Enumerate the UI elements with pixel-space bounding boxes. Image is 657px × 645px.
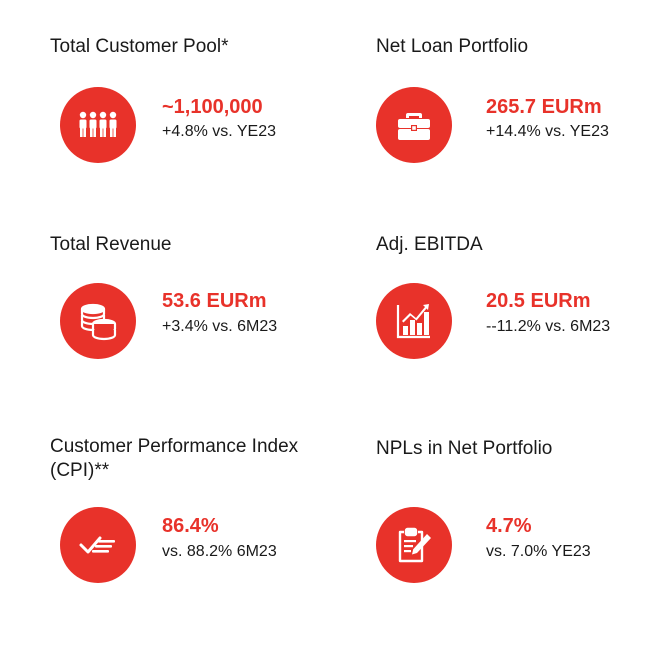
kpi-total-revenue: Total Revenue 53.6 EURm +3.4% vs. 6M23 [50, 233, 350, 403]
kpi-title: Total Customer Pool* [50, 36, 229, 57]
kpi-value: ~1,100,000 [162, 96, 263, 118]
kpi-title: NPLs in Net Portfolio [376, 438, 553, 459]
kpi-title: Adj. EBITDA [376, 234, 483, 255]
bar-chart-icon [376, 283, 452, 359]
kpi-change: --11.2% vs. 6M23 [486, 318, 611, 335]
kpi-change: +14.4% vs. YE23 [486, 123, 609, 140]
kpi-net-loan-portfolio: Net Loan Portfolio 265.7 EURm +14.4% vs.… [376, 35, 657, 205]
kpi-value: 53.6 EURm [162, 290, 267, 312]
kpi-change: vs. 7.0% YE23 [486, 543, 591, 560]
briefcase-icon [376, 87, 452, 163]
kpi-customer-performance-index: Customer Performance Index (CPI)** 86.4%… [50, 435, 350, 605]
kpi-change: +3.4% vs. 6M23 [162, 318, 278, 335]
kpi-title: Net Loan Portfolio [376, 36, 529, 57]
kpi-value: 20.5 EURm [486, 290, 591, 312]
coins-icon [60, 283, 136, 359]
kpi-value: 4.7% [486, 515, 532, 537]
kpi-value: 86.4% [162, 515, 219, 537]
kpi-change: vs. 88.2% 6M23 [162, 543, 277, 560]
kpi-change: +4.8% vs. YE23 [162, 123, 276, 140]
people-icon [60, 87, 136, 163]
kpi-total-customer-pool: Total Customer Pool* ~1,100,000 +4.8% vs… [50, 35, 350, 205]
kpi-adj-ebitda: Adj. EBITDA 20.5 EURm --11.2% vs. 6M23 [376, 233, 657, 403]
kpi-npls-in-net-portfolio: NPLs in Net Portfolio 4.7% vs. 7.0% YE23 [376, 437, 657, 607]
kpi-title: Customer Performance Index (CPI)** [50, 436, 299, 481]
checkmark-speed-icon [60, 507, 136, 583]
kpi-title: Total Revenue [50, 234, 172, 255]
kpi-value: 265.7 EURm [486, 96, 602, 118]
clipboard-pencil-icon [376, 507, 452, 583]
